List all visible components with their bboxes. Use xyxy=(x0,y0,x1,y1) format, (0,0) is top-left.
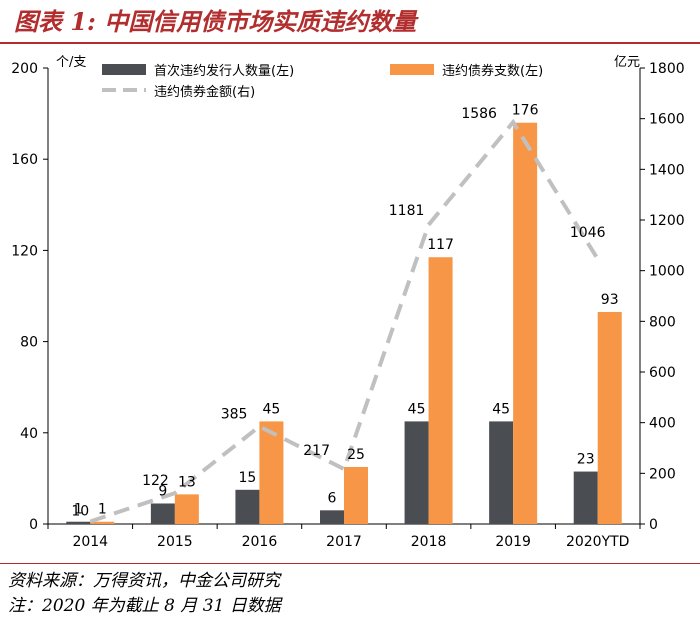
y-right-tick-label: 1800 xyxy=(649,61,685,77)
y-left-tick-label: 0 xyxy=(29,517,38,533)
y-right-tick-label: 800 xyxy=(649,314,676,330)
footnote: 注：2020 年为截止 8 月 31 日数据 xyxy=(8,596,281,616)
bar-bonds-default xyxy=(513,122,538,524)
title-divider xyxy=(0,42,700,44)
bar-bonds-default xyxy=(259,421,284,524)
chart-title: 图表 1: 中国信用债市场实质违约数量 xyxy=(14,7,417,36)
y-left-tick-label: 40 xyxy=(20,426,38,442)
data-label-first-default: 45 xyxy=(492,401,510,417)
bar-first-default xyxy=(404,421,429,524)
bar-first-default xyxy=(235,489,260,524)
data-label-amount: 1181 xyxy=(389,203,425,219)
bar-first-default xyxy=(150,503,175,524)
legend-swatch-bonds-default xyxy=(390,64,434,75)
axes-layer: 0 40 80 120 160 200 0 200 400 600 800 1000 1200 1400 1… xyxy=(11,55,684,550)
labels-layer: 1 1 9 13 15 45 6 25 45 117 45 176 23 93 10 122 385 217 118… xyxy=(71,103,618,520)
bar-bonds-default xyxy=(344,467,368,524)
bar-first-default xyxy=(320,510,344,524)
y-right-tick-label: 1600 xyxy=(649,112,685,128)
data-label-first-default: 15 xyxy=(239,470,257,486)
source-divider xyxy=(0,563,700,564)
y-right-tick-label: 0 xyxy=(649,517,658,533)
data-label-first-default: 45 xyxy=(408,401,426,417)
line-layer xyxy=(89,118,600,524)
x-tick-label: 2020YTD xyxy=(566,534,630,550)
data-label-first-default: 1 xyxy=(74,502,83,518)
legend-swatch-first-default xyxy=(102,64,146,75)
bar-bonds-default xyxy=(428,257,453,524)
x-tick-label: 2019 xyxy=(495,534,531,550)
data-label-bonds-default: 1 xyxy=(98,502,107,518)
x-tick-label: 2016 xyxy=(242,534,278,550)
y-right-tick-label: 400 xyxy=(649,416,676,432)
y-left-tick-label: 200 xyxy=(11,61,38,77)
y-right-tick-label: 200 xyxy=(649,466,676,482)
y-right-tick-label: 1400 xyxy=(649,162,685,178)
source-note: 资料来源：万得资讯，中金公司研究 xyxy=(8,571,280,591)
data-label-amount: 1046 xyxy=(570,225,606,241)
legend-label-bonds-default: 违约债券支数(左) xyxy=(442,63,543,79)
bar-bonds-default xyxy=(174,494,199,524)
bar-first-default xyxy=(66,521,91,524)
data-label-bonds-default: 25 xyxy=(347,447,365,463)
data-label-bonds-default: 117 xyxy=(427,237,454,253)
data-label-amount: 122 xyxy=(142,473,169,489)
data-label-amount: 10 xyxy=(71,503,89,519)
data-label-first-default: 9 xyxy=(158,483,167,499)
y-right-tick-label: 600 xyxy=(649,365,676,381)
y-left-axis-label: 个/支 xyxy=(56,55,86,70)
data-label-amount: 217 xyxy=(303,443,330,459)
data-label-bonds-default: 13 xyxy=(178,474,196,490)
legend: 首次违约发行人数量(左) 违约债券支数(左) 违约债券金额(右) xyxy=(102,63,543,100)
y-right-tick-label: 1000 xyxy=(649,264,685,280)
data-label-amount: 1586 xyxy=(461,106,497,122)
chart: 0 40 80 120 160 200 0 200 400 600 800 1000 1200 1400 1… xyxy=(11,55,684,550)
bars-layer xyxy=(66,122,622,524)
data-label-bonds-default: 45 xyxy=(263,401,281,417)
y-left-tick-label: 120 xyxy=(11,243,38,259)
bar-first-default xyxy=(573,471,598,524)
y-left-tick-label: 160 xyxy=(11,152,38,168)
legend-label-amount: 违约债券金额(右) xyxy=(154,84,255,100)
bar-first-default xyxy=(489,421,514,524)
x-tick-label: 2018 xyxy=(411,534,447,550)
data-label-first-default: 6 xyxy=(328,490,337,506)
x-tick-label: 2015 xyxy=(157,534,193,550)
y-left-tick-label: 80 xyxy=(20,335,38,351)
x-tick-label: 2014 xyxy=(72,534,108,550)
data-label-bonds-default: 176 xyxy=(512,103,539,119)
bar-bonds-default xyxy=(90,521,115,524)
x-tick-label: 2017 xyxy=(326,534,362,550)
data-label-amount: 385 xyxy=(221,406,248,422)
data-label-first-default: 23 xyxy=(577,452,595,468)
data-label-bonds-default: 93 xyxy=(601,292,619,308)
y-right-axis-label: 亿元 xyxy=(614,55,640,70)
legend-label-first-default: 首次违约发行人数量(左) xyxy=(154,63,294,79)
series-line-amount xyxy=(89,118,600,524)
bar-bonds-default xyxy=(597,311,622,524)
y-right-tick-label: 1200 xyxy=(649,213,685,229)
